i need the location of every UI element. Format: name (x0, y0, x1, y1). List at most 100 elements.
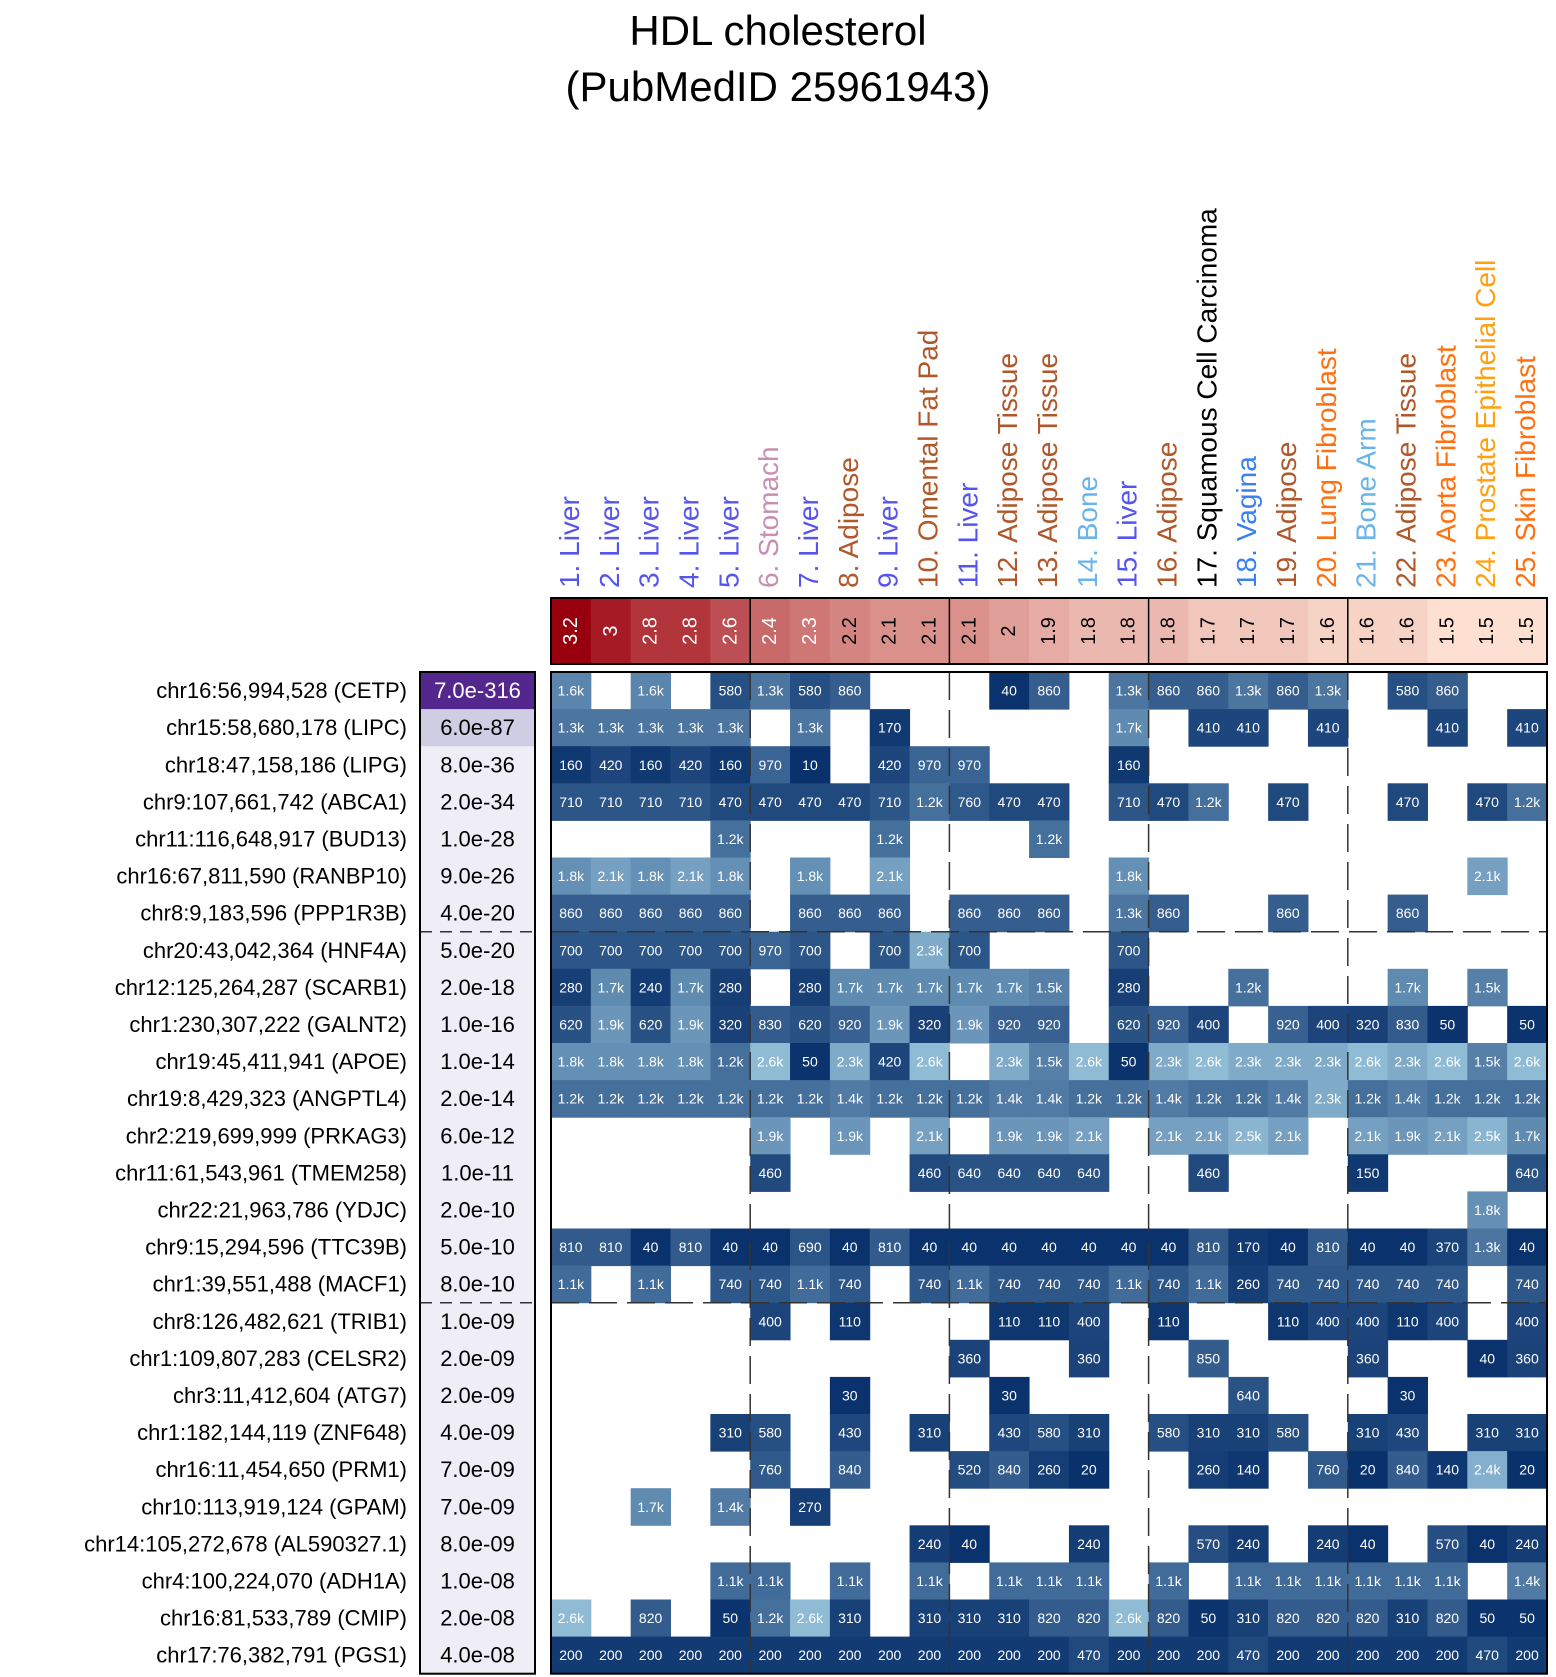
cell-value: 170 (1237, 1239, 1261, 1255)
cell-value: 860 (1037, 683, 1061, 699)
heatmap-cell (869, 1043, 911, 1081)
score-cell (1268, 598, 1309, 664)
heatmap-cell (1188, 1451, 1229, 1489)
cell-value: 20 (1081, 1462, 1097, 1478)
cell-value: 740 (838, 1276, 862, 1292)
row-label: chr12:125,264,287 (SCARB1) (115, 975, 407, 1000)
cell-value: 400 (1436, 1313, 1460, 1329)
heatmap-cell (710, 1265, 751, 1304)
cell-value: 200 (838, 1647, 862, 1663)
heatmap-cell (630, 746, 672, 784)
pvalue-column-border (419, 671, 536, 1675)
heatmap-cell (1108, 709, 1150, 747)
heatmap-cell (1387, 1599, 1428, 1638)
cell-value: 2.5k (1474, 1128, 1501, 1144)
pvalue-label: 4.0e-08 (440, 1643, 515, 1668)
cell-value: 1.3k (1315, 683, 1342, 699)
heatmap-cell (1347, 1414, 1389, 1452)
cell-value: 1.4k (1514, 1573, 1541, 1589)
column-label: 5. Liver (713, 496, 744, 588)
cell-value: 1.2k (956, 1091, 983, 1107)
heatmap-cell (1467, 1339, 1508, 1378)
heatmap-cell (1029, 1043, 1070, 1081)
cell-value: 2.3k (916, 942, 943, 958)
heatmap-cell (1507, 1562, 1548, 1600)
cell-value: 700 (639, 942, 663, 958)
pvalue-label: 1.0e-08 (440, 1568, 515, 1593)
pvalue-cell (420, 931, 535, 970)
row-label: chr22:21,963,786 (YDJC) (158, 1197, 407, 1222)
column-label: 10. Omental Fat Pad (912, 330, 943, 588)
heatmap-cell (551, 1043, 592, 1081)
score-cell (1148, 598, 1189, 664)
column-label: 6. Stomach (753, 446, 784, 588)
cell-value: 1.1k (1315, 1573, 1342, 1589)
heatmap-cell (670, 746, 711, 784)
heatmap-cell (1228, 709, 1269, 747)
cell-value: 50 (1519, 1610, 1535, 1626)
cell-value: 920 (1276, 1016, 1300, 1032)
cell-value: 640 (997, 1165, 1021, 1181)
heatmap-cell (1387, 1228, 1428, 1267)
heatmap-cell (1268, 783, 1309, 821)
heatmap-cell (1148, 783, 1189, 821)
heatmap-cell (949, 1451, 990, 1489)
cell-value: 620 (798, 1016, 822, 1032)
heatmap-cell (949, 783, 990, 821)
heatmap-cell (710, 709, 751, 747)
row-label: chr16:56,994,528 (CETP) (156, 678, 407, 703)
cell-value: 1.2k (637, 1091, 664, 1107)
cell-value: 310 (1237, 1610, 1261, 1626)
column-label: 24. Prostate Epithelial Cell (1470, 260, 1501, 588)
heatmap-cell (750, 1154, 791, 1192)
heatmap-cell (590, 746, 632, 784)
heatmap-cell (630, 968, 672, 1007)
heatmap-cell (1068, 1043, 1110, 1081)
heatmap-cell (750, 1562, 791, 1600)
cell-value: 310 (918, 1610, 942, 1626)
score-cell (869, 598, 911, 664)
cell-value: 1.3k (757, 683, 784, 699)
score-cell (630, 598, 672, 664)
pvalue-cell (420, 1636, 535, 1675)
heatmap-cell (1188, 672, 1229, 710)
heatmap-cell (590, 709, 632, 747)
heatmap-cell (1228, 1636, 1269, 1675)
cell-value: 810 (599, 1239, 623, 1255)
heatmap-cell (1148, 1562, 1189, 1600)
cell-value: 1.1k (1155, 1573, 1182, 1589)
heatmap-cell (1228, 1599, 1269, 1638)
heatmap-cell (710, 894, 751, 933)
heatmap-cell (790, 746, 831, 784)
cell-value: 270 (798, 1499, 822, 1515)
heatmap-cell (829, 1376, 871, 1415)
heatmap-cell (670, 894, 711, 933)
heatmap-cell (1268, 1562, 1309, 1600)
heatmap-cell (909, 1636, 950, 1675)
cell-value: 1.2k (797, 1091, 824, 1107)
score-cell (1507, 598, 1548, 664)
cell-value: 1.3k (1115, 905, 1142, 921)
heatmap-cell (989, 968, 1030, 1007)
cell-value: 810 (1197, 1239, 1221, 1255)
heatmap-cell (909, 783, 950, 821)
heatmap-cell (1507, 1525, 1548, 1563)
cell-value: 1.7k (1514, 1128, 1541, 1144)
heatmap-cell (1029, 1451, 1070, 1489)
cell-value: 110 (1277, 1313, 1300, 1329)
cell-value: 1.8k (677, 1054, 704, 1070)
cell-value: 740 (918, 1276, 942, 1292)
heatmap-cell (790, 1488, 831, 1526)
cell-value: 280 (798, 979, 822, 995)
pvalue-label: 5.0e-10 (440, 1235, 515, 1260)
heatmap-cell (710, 672, 751, 710)
heatmap-cell (829, 968, 871, 1007)
heatmap-cell (989, 672, 1030, 710)
pvalue-cell (420, 709, 535, 747)
cell-value: 40 (1081, 1239, 1097, 1255)
heatmap-cell (630, 783, 672, 821)
cell-value: 1.1k (1275, 1573, 1302, 1589)
heatmap-cell (750, 746, 791, 784)
cell-value: 700 (719, 942, 743, 958)
pvalue-label: 1.0e-14 (440, 1049, 515, 1074)
